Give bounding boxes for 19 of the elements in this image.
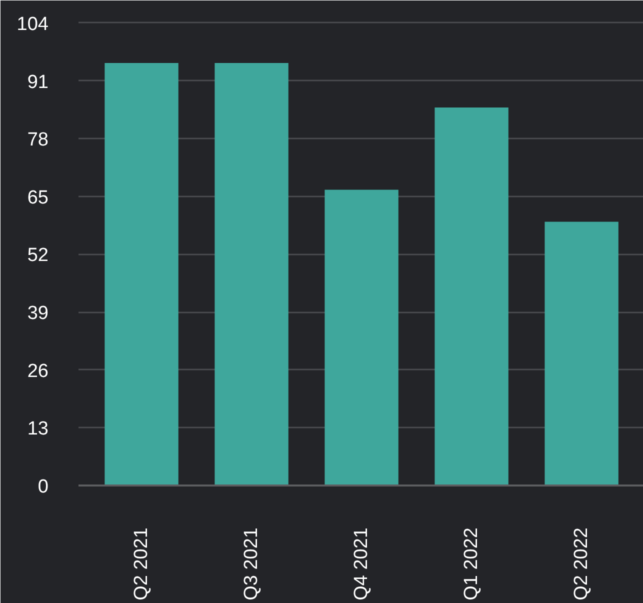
bar [214, 62, 288, 486]
y-tick-label: 39 [27, 303, 49, 324]
y-tick-label: 78 [27, 130, 49, 151]
y-tick-label: 26 [27, 360, 49, 382]
bar [544, 222, 618, 486]
bar [324, 190, 398, 486]
x-tick-label: Q3 2021 [241, 527, 262, 600]
x-tick-label: Q2 2021 [131, 527, 152, 600]
y-tick-label: 0 [38, 476, 49, 498]
bar [104, 62, 178, 486]
y-tick-label: 91 [27, 72, 49, 93]
y-tick-label: 52 [27, 245, 49, 266]
y-tick-label: 65 [27, 187, 49, 208]
bar [434, 107, 508, 486]
x-tick-label: Q1 2022 [461, 527, 482, 600]
x-tick-label: Q4 2021 [351, 527, 372, 600]
y-tick-label: 13 [27, 418, 49, 440]
x-tick-label: Q2 2022 [571, 527, 592, 600]
y-tick-label: 104 [16, 14, 49, 35]
